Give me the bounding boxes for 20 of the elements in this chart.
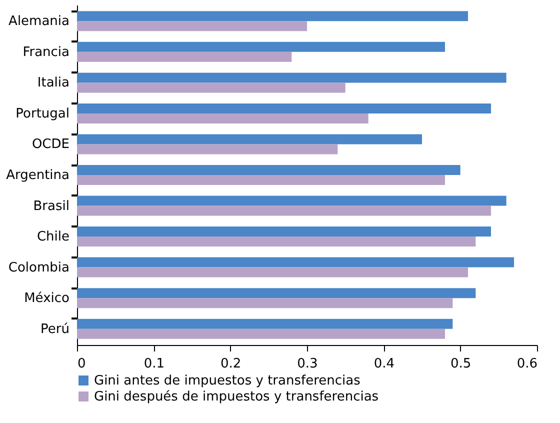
x-tick-label: 0.2: [220, 356, 242, 372]
y-tick-label: OCDE: [32, 137, 70, 152]
x-tick-label: 0.4: [374, 356, 395, 372]
y-tick-label: Francia: [22, 44, 70, 60]
y-tick-label: Colombia: [8, 260, 70, 276]
x-tick-label: 0.1: [144, 356, 165, 372]
y-tick-label: Perú: [40, 322, 70, 337]
y-tick-label: Alemania: [8, 14, 70, 30]
x-tick-label: 0.3: [297, 356, 318, 372]
y-tick-label: Portugal: [16, 106, 70, 122]
legend-label: Gini después de impuestos y transferencias: [94, 390, 379, 404]
x-tick-label: 0.6: [516, 356, 538, 372]
y-tick-label: Chile: [36, 230, 70, 245]
y-tick-label: Italia: [37, 76, 70, 91]
x-tick-label: 0.5: [450, 356, 472, 372]
y-tick-label: Argentina: [6, 168, 70, 183]
x-tick-label: 0: [78, 356, 86, 372]
legend-label: Gini antes de impuestos y transferencias: [94, 374, 361, 388]
y-tick-label: Brasil: [33, 198, 70, 214]
y-tick-label: México: [24, 291, 70, 306]
